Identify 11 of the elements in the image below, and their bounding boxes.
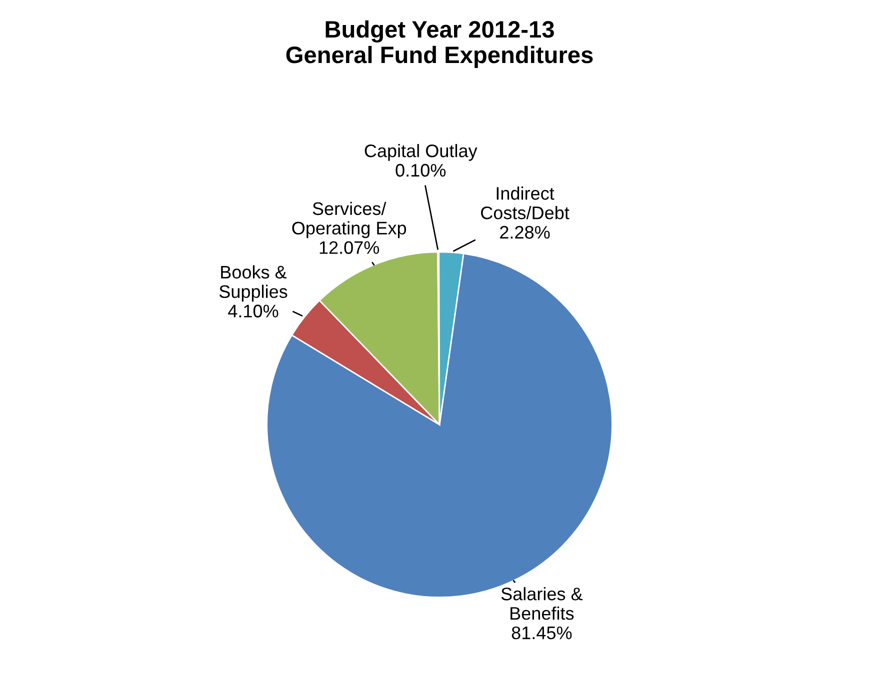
data-label: 2.28%: [500, 226, 550, 239]
slice-label: Books & Supplies: [219, 265, 288, 302]
data-label: 81.45%: [512, 626, 572, 640]
slice-label: Services/ Operating Exp: [292, 202, 406, 238]
data-label: 0.10%: [396, 164, 446, 177]
data-label: 4.10%: [228, 304, 278, 318]
slice-label: Capital Outlay: [364, 144, 478, 161]
data-label: 12.07%: [320, 241, 380, 254]
chart-title: Budget Year 2012-13 General Fund Expenditures: [286, 20, 593, 68]
slice-label: Indirect Costs/Debt: [481, 186, 570, 220]
slice-label: Salaries & Benefits: [501, 587, 583, 620]
